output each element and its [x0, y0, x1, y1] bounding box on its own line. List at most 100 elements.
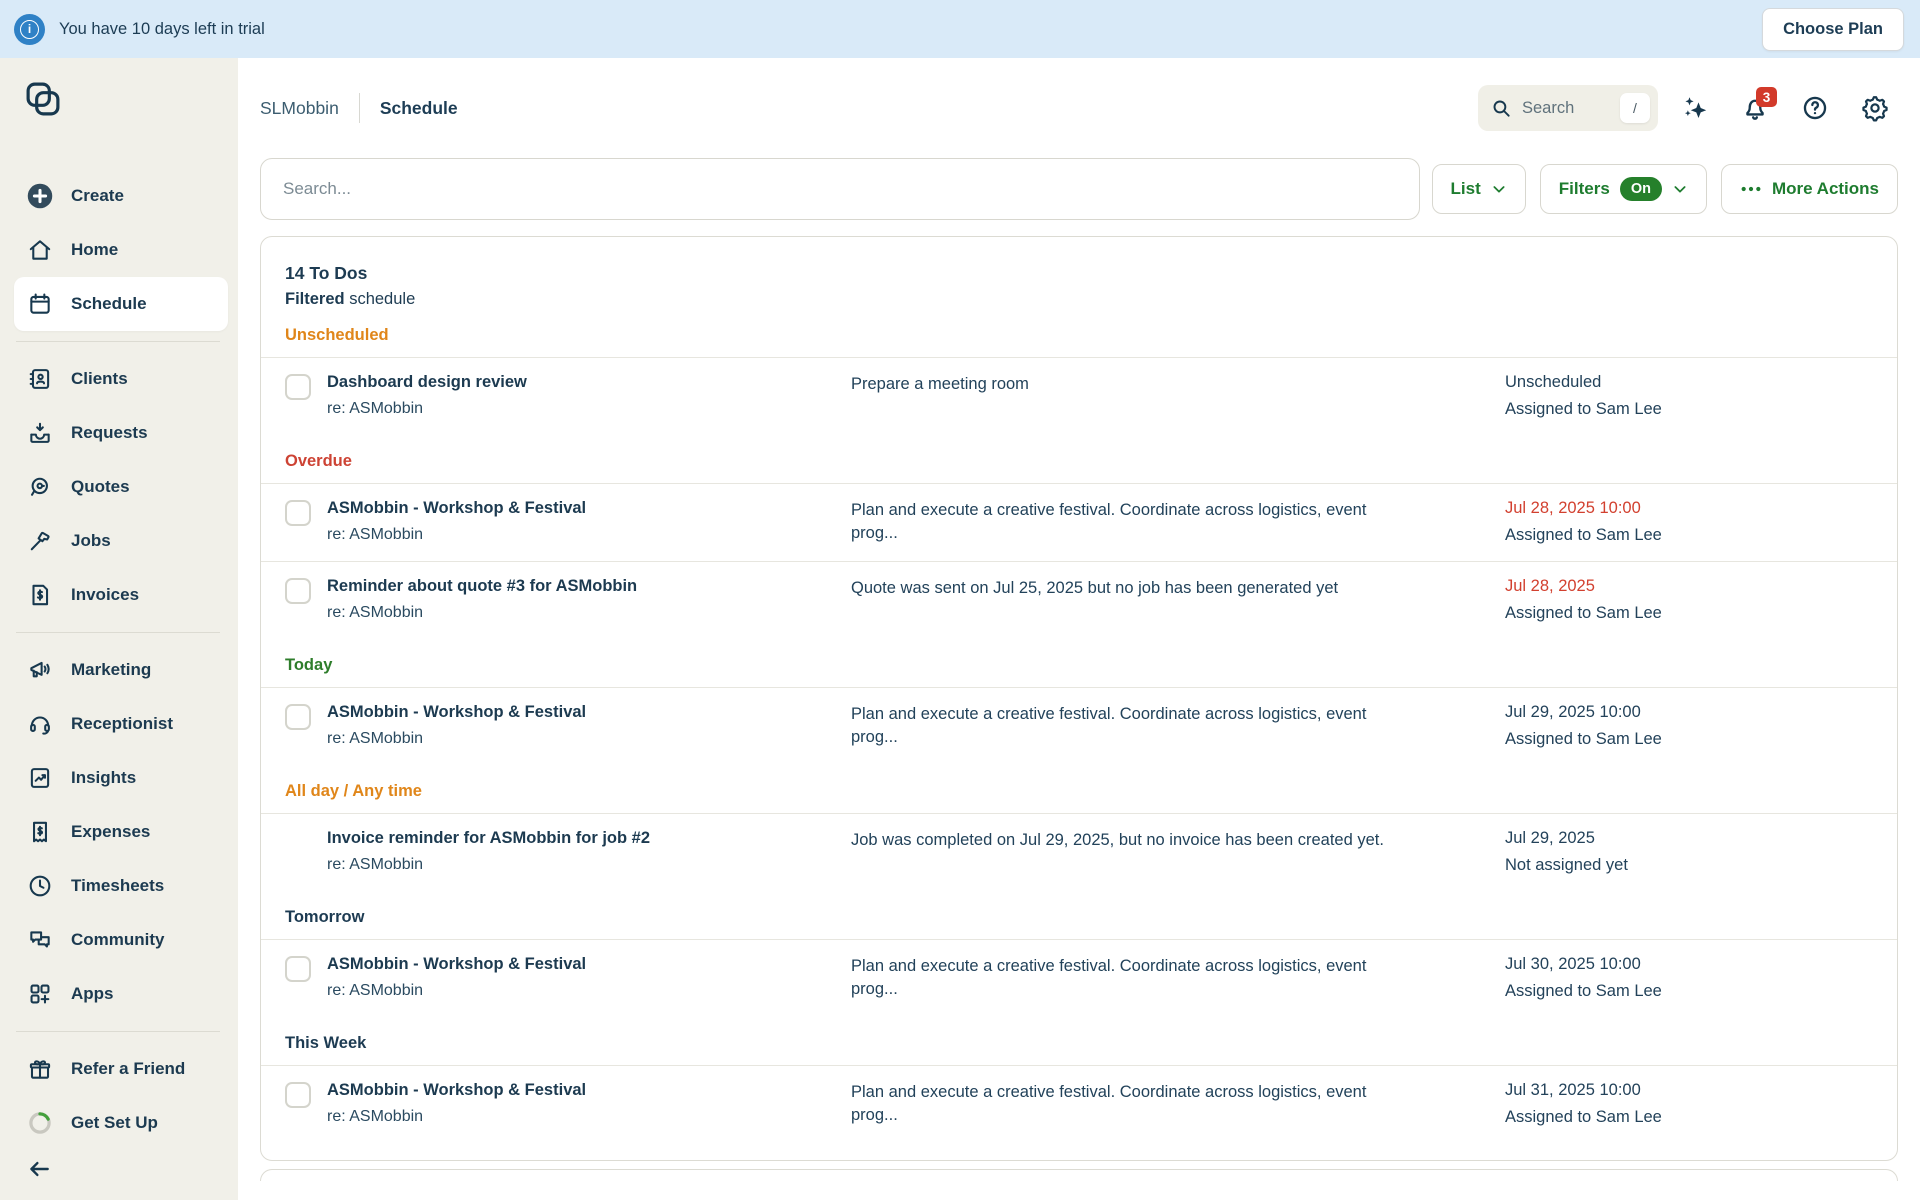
sidebar-item-jobs[interactable]: Jobs: [14, 514, 228, 568]
todo-reference: re: ASMobbin: [327, 855, 424, 873]
todo-schedule-cell: Jul 28, 2025 Assigned to Sam Lee: [1505, 577, 1873, 623]
todo-title[interactable]: ASMobbin - Workshop & Festival: [327, 702, 587, 721]
sidebar-item-community[interactable]: Community: [14, 913, 228, 967]
todo-description: Plan and execute a creative festival. Co…: [851, 704, 1367, 746]
todo-description: Job was completed on Jul 29, 2025, but n…: [851, 830, 1384, 849]
chevron-down-icon: [1674, 186, 1686, 193]
help-button[interactable]: [1792, 85, 1838, 131]
todo-reference: re: ASMobbin: [327, 525, 424, 543]
todo-row[interactable]: ASMobbin - Workshop & Festival re: ASMobb…: [285, 484, 1873, 561]
next-card-edge: [260, 1169, 1898, 1181]
sidebar-item-label: Insights: [71, 768, 137, 787]
todo-row[interactable]: ASMobbin - Workshop & Festival re: ASMobb…: [285, 940, 1873, 1017]
sidebar-item-label: Apps: [71, 984, 114, 1003]
sidebar-item-receptionist[interactable]: Receptionist: [14, 697, 228, 751]
breadcrumb-company[interactable]: SLMobbin: [260, 97, 339, 118]
sidebar-item-apps[interactable]: Apps: [14, 967, 228, 1021]
settings-button[interactable]: [1852, 85, 1898, 131]
sidebar-item-label: Marketing: [71, 660, 152, 679]
todo-title[interactable]: Reminder about quote #3 for ASMobbin: [327, 576, 638, 595]
filters-on-badge: On: [1619, 177, 1662, 201]
sidebar-item-refer-a-friend[interactable]: Refer a Friend: [14, 1042, 228, 1096]
app-logo[interactable]: [24, 80, 228, 123]
checkbox-cell: [285, 1081, 327, 1127]
sidebar: Create Home Schedule Clients Requests Quotes J…: [0, 58, 238, 1200]
notifications-button[interactable]: 3: [1732, 85, 1778, 131]
sidebar-item-label: Clients: [71, 369, 128, 388]
todo-row[interactable]: Invoice reminder for ASMobbin for job #2…: [285, 814, 1873, 891]
chart-doc-icon: [26, 764, 54, 792]
todo-title[interactable]: Invoice reminder for ASMobbin for job #2: [327, 828, 651, 847]
view-selector-button[interactable]: List: [1431, 164, 1526, 214]
gear-icon: [1862, 96, 1888, 122]
todo-title[interactable]: Dashboard design review: [327, 373, 527, 391]
todo-date: Jul 30, 2025 10:00: [1505, 954, 1641, 973]
todo-search-input[interactable]: [260, 158, 1420, 220]
sidebar-item-label: Invoices: [71, 585, 140, 604]
sidebar-item-label: Quotes: [71, 477, 130, 496]
sidebar-divider: [16, 1031, 220, 1032]
search-shortcut-key: /: [1620, 93, 1650, 123]
choose-plan-button[interactable]: Choose Plan: [1762, 7, 1904, 51]
sidebar-item-home[interactable]: Home: [14, 223, 228, 277]
checkbox-cell: [285, 703, 327, 749]
sidebar-item-get-set-up[interactable]: Get Set Up: [14, 1096, 228, 1150]
receipt-icon: [26, 818, 54, 846]
todo-row[interactable]: ASMobbin - Workshop & Festival re: ASMobb…: [285, 1066, 1873, 1143]
global-search[interactable]: Search /: [1478, 85, 1658, 131]
todo-checkbox[interactable]: [285, 374, 311, 400]
sidebar-item-clients[interactable]: Clients: [14, 352, 228, 406]
row-divider: [261, 560, 1897, 562]
sidebar-item-marketing[interactable]: Marketing: [14, 643, 228, 697]
todo-description: Plan and execute a creative festival. Co…: [851, 1082, 1367, 1125]
sidebar-divider: [16, 632, 220, 633]
plus-circle-icon: [26, 182, 54, 210]
todo-count: 14 To Dos: [285, 263, 368, 283]
filters-button[interactable]: Filters On: [1539, 164, 1707, 214]
todo-assignee: Assigned to Sam Lee: [1505, 981, 1662, 1000]
section-header: Unscheduled: [285, 326, 389, 344]
todo-description: Plan and execute a creative festival. Co…: [851, 500, 1367, 542]
todo-date: Unscheduled: [1505, 373, 1602, 391]
todo-assignee: Assigned to Sam Lee: [1505, 399, 1662, 418]
sidebar-item-label: Requests: [71, 423, 148, 442]
todo-reference: re: ASMobbin: [327, 729, 424, 747]
todo-description: Quote was sent on Jul 25, 2025 but no jo…: [851, 578, 1339, 597]
search-icon: [1493, 100, 1510, 117]
todo-row[interactable]: Reminder about quote #3 for ASMobbin re: …: [285, 562, 1873, 639]
progress-ring-icon: [26, 1109, 54, 1137]
more-actions-button[interactable]: More Actions: [1720, 164, 1898, 214]
todo-checkbox[interactable]: [285, 499, 311, 526]
sidebar-item-label: Receptionist: [71, 714, 174, 733]
sidebar-item-label: Timesheets: [71, 876, 165, 895]
todo-checkbox[interactable]: [285, 955, 311, 982]
sidebar-item-quotes[interactable]: Quotes: [14, 460, 228, 514]
sidebar-item-create[interactable]: Create: [14, 169, 228, 223]
sidebar-item-label: Expenses: [71, 822, 151, 841]
section-header: This Week: [285, 1033, 367, 1052]
home-icon: [26, 236, 54, 264]
todo-checkbox[interactable]: [285, 703, 311, 730]
todo-row[interactable]: ASMobbin - Workshop & Festival re: ASMobb…: [285, 688, 1873, 765]
section-header: All day / Any time: [285, 781, 422, 800]
sidebar-item-timesheets[interactable]: Timesheets: [14, 859, 228, 913]
todo-assignee: Assigned to Sam Lee: [1505, 603, 1662, 622]
sidebar-item-invoices[interactable]: Invoices: [14, 568, 228, 622]
todo-checkbox[interactable]: [285, 577, 311, 604]
todo-checkbox[interactable]: [285, 1081, 311, 1108]
sidebar-item-label: Home: [71, 240, 119, 259]
row-divider: [261, 686, 1897, 688]
todo-row[interactable]: Dashboard design review re: ASMobbin Prepa…: [285, 358, 1873, 435]
todo-title[interactable]: ASMobbin - Workshop & Festival: [327, 954, 587, 973]
todo-title-cell: Invoice reminder for ASMobbin for job #2…: [327, 829, 851, 875]
ai-assistant-button[interactable]: [1672, 85, 1718, 131]
sidebar-item-insights[interactable]: Insights: [14, 751, 228, 805]
sidebar-divider: [16, 341, 220, 342]
sidebar-item-schedule[interactable]: Schedule: [14, 277, 228, 331]
todo-title[interactable]: ASMobbin - Workshop & Festival: [327, 498, 587, 517]
todo-title[interactable]: ASMobbin - Workshop & Festival: [327, 1080, 587, 1099]
sidebar-item-requests[interactable]: Requests: [14, 406, 228, 460]
todo-assignee: Assigned to Sam Lee: [1505, 729, 1662, 748]
sidebar-item-expenses[interactable]: Expenses: [14, 805, 228, 859]
collapse-sidebar-button[interactable]: [14, 1150, 66, 1193]
